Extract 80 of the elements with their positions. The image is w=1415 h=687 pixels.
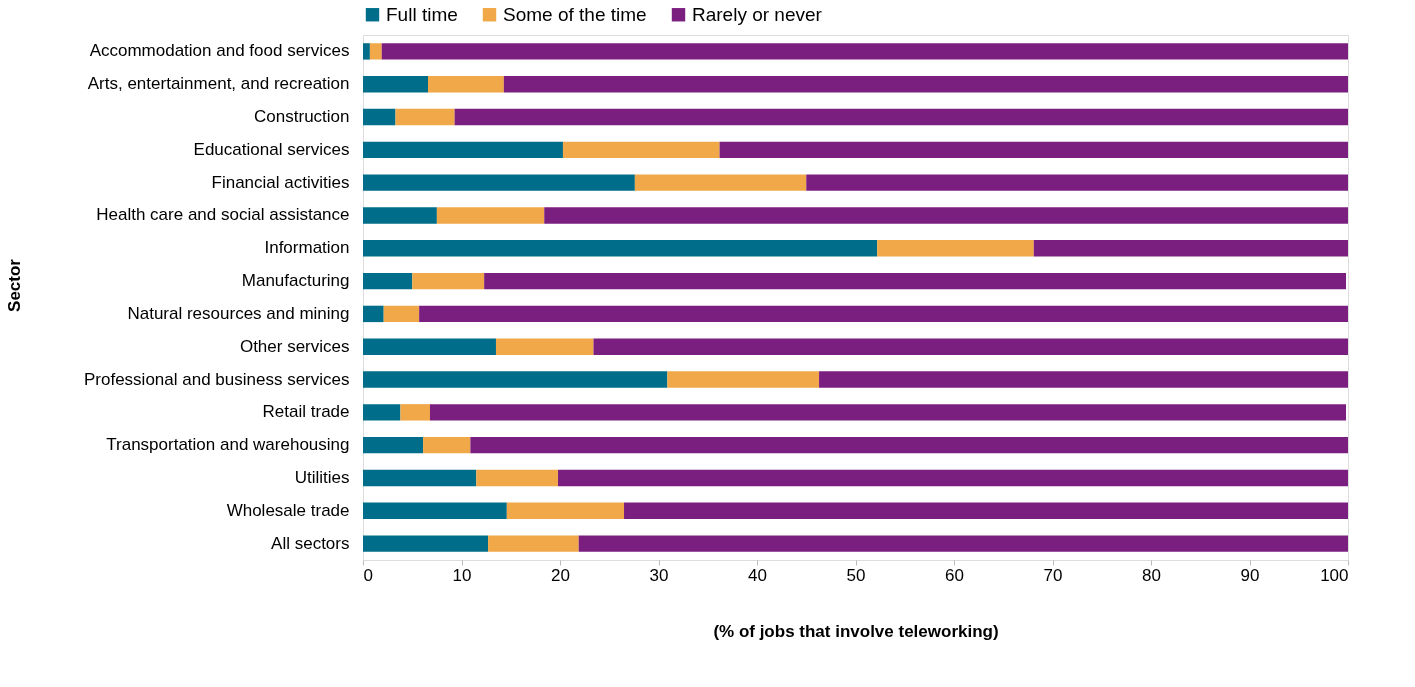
y-tick-label: Arts, entertainment, and recreation	[87, 74, 350, 94]
bar	[400, 404, 430, 421]
bar	[484, 272, 1347, 290]
y-tick-label: Transportation and warehousing	[106, 435, 350, 455]
y-tick-label: Professional and business services	[83, 369, 350, 389]
bar	[363, 76, 429, 93]
bar	[363, 535, 489, 552]
bar	[363, 502, 507, 519]
bar	[806, 174, 1348, 191]
bar	[562, 141, 720, 159]
bar	[429, 404, 1347, 421]
bar	[634, 174, 807, 191]
x-tick-label: 50	[846, 565, 866, 585]
bar	[544, 207, 1348, 224]
bar	[454, 108, 1348, 126]
y-axis-title: Sector	[4, 258, 24, 312]
bar	[495, 338, 594, 355]
y-tick-label: Financial activities	[211, 172, 350, 192]
x-tick-label: 70	[1043, 565, 1063, 585]
x-axis-title: (% of jobs that involve teleworking)	[713, 621, 999, 641]
y-tick-label: Accommodation and food services	[89, 41, 350, 61]
bar	[470, 436, 1348, 454]
bar	[395, 108, 455, 126]
x-tick-label: 90	[1240, 565, 1260, 585]
bar	[578, 535, 1348, 552]
x-tick-label: 100	[1320, 565, 1349, 585]
y-tick-label: Manufacturing	[241, 271, 350, 291]
y-tick-label: Health care and social assistance	[96, 205, 350, 225]
bar	[363, 371, 668, 388]
bar	[363, 469, 477, 487]
bar	[436, 207, 545, 224]
bar	[558, 469, 1348, 487]
bar	[363, 338, 496, 355]
bar	[488, 535, 579, 552]
bar	[363, 305, 384, 323]
bar	[363, 174, 635, 191]
x-tick-label: 40	[748, 565, 767, 585]
y-tick-label: Construction	[254, 107, 350, 127]
bar	[363, 240, 878, 257]
bar	[383, 305, 420, 323]
bar	[419, 305, 1348, 323]
y-tick-label: Utilities	[294, 467, 350, 487]
bar	[369, 43, 382, 60]
bar	[1033, 240, 1348, 257]
bar	[363, 436, 424, 454]
x-tick-label: 80	[1142, 565, 1161, 585]
x-tick-label: 10	[452, 565, 472, 585]
bar	[503, 76, 1348, 93]
bar	[476, 469, 559, 487]
y-tick-label: Information	[264, 238, 350, 258]
bar	[363, 207, 437, 224]
y-tick-label: Retail trade	[262, 402, 350, 422]
x-tick-label: 60	[945, 565, 964, 585]
bar	[719, 141, 1348, 159]
bar	[363, 404, 401, 421]
bar	[381, 43, 1348, 60]
x-tick-label: 0	[363, 565, 373, 585]
y-tick-label: Educational services	[193, 139, 350, 159]
y-tick-label: Natural resources and mining	[127, 303, 350, 323]
bar	[363, 108, 396, 126]
bar	[593, 338, 1348, 355]
y-tick-label: Other services	[239, 336, 350, 356]
bar	[667, 371, 820, 388]
bar	[423, 436, 471, 454]
legend-label: Some of the time	[503, 3, 647, 25]
bar	[363, 272, 413, 290]
bar	[363, 43, 370, 60]
bar	[819, 371, 1348, 388]
bar	[412, 272, 485, 290]
legend-label: Full time	[386, 3, 458, 25]
x-tick-label: 20	[551, 565, 570, 585]
legend-label: Rarely or never	[692, 3, 823, 25]
bar	[428, 76, 504, 93]
bar	[624, 502, 1348, 519]
y-tick-label: Wholesale trade	[226, 500, 350, 520]
bar	[506, 502, 625, 519]
bar	[363, 141, 563, 159]
x-tick-label: 30	[649, 565, 669, 585]
y-tick-label: All sectors	[271, 533, 350, 553]
bar	[877, 240, 1034, 257]
